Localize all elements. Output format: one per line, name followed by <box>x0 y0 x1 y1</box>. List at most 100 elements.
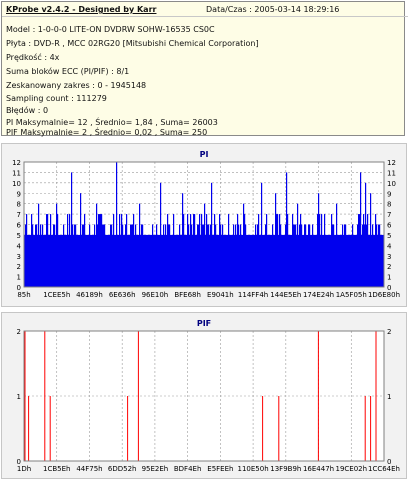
pi-bar <box>229 234 231 287</box>
pi-bar <box>303 234 305 287</box>
y-tick-label-left: 2 <box>17 328 21 336</box>
pi-bar <box>86 234 88 287</box>
pi-bar <box>308 224 310 287</box>
pi-bar <box>128 234 130 287</box>
pi-bar <box>67 214 69 287</box>
pi-bar <box>172 234 174 287</box>
pi-bar <box>50 214 52 287</box>
pi-bar <box>320 234 322 287</box>
pi-bar <box>369 234 371 287</box>
pi-bar <box>186 234 188 287</box>
pi-bar <box>132 224 134 287</box>
pi-bar <box>238 224 240 287</box>
pi-bar <box>212 234 214 287</box>
pi-bar <box>285 224 287 287</box>
y-tick-label-right: 11 <box>387 169 396 177</box>
pi-bar <box>24 234 26 287</box>
pi-bar <box>208 224 210 287</box>
info-speed: Prędkość : 4x <box>6 53 60 62</box>
y-tick-label-right: 5 <box>387 232 391 240</box>
pi-bar <box>58 234 60 287</box>
info-errors: Błędów : 0 <box>6 106 49 115</box>
pi-bar <box>247 234 249 287</box>
y-tick-label-right: 3 <box>387 253 391 261</box>
pi-bar <box>39 234 41 287</box>
pi-bar <box>331 214 333 287</box>
pi-bar <box>150 234 152 287</box>
pi-bar <box>66 234 68 287</box>
pi-bar <box>269 234 271 287</box>
pi-bar <box>97 224 99 287</box>
pi-bar <box>81 234 83 287</box>
pi-bar <box>268 234 270 287</box>
pi-bar <box>352 224 354 287</box>
pi-bar <box>84 214 86 287</box>
pi-bar <box>51 234 53 287</box>
pi-bar <box>138 234 140 287</box>
pi-bar <box>380 234 382 287</box>
pi-bar <box>280 224 282 287</box>
pi-bar <box>302 234 304 287</box>
x-tick-label: 13F9B9h <box>270 465 301 473</box>
pi-bar <box>232 234 234 287</box>
pi-bar <box>133 214 135 287</box>
pi-bar <box>181 234 183 287</box>
pi-bar <box>358 214 360 287</box>
pi-bar <box>127 234 129 287</box>
pi-bar <box>292 214 294 287</box>
pi-bar <box>290 234 292 287</box>
pi-bar <box>194 214 196 287</box>
pi-bar <box>364 224 366 287</box>
pi-bar <box>63 224 65 287</box>
pi-bar <box>174 234 176 287</box>
y-tick-label-right: 1 <box>387 274 391 282</box>
pi-bar <box>120 234 122 287</box>
pi-chart-panel: PI 0 0 1 1 2 2 3 3 4 4 5 5 6 6 7 7 8 8 9 9 10 10 11 11 12 12 85h 1CE… <box>1 143 407 307</box>
pi-bar <box>169 224 171 287</box>
info-pif-stats: PIF Maksymalnie= 2 , Średnio= 0,02 , Sum… <box>6 128 208 137</box>
pi-bar <box>122 224 124 287</box>
y-tick-label-left: 5 <box>17 232 21 240</box>
pi-bar <box>359 214 361 287</box>
pi-bar <box>98 214 100 287</box>
pi-bar <box>153 234 155 287</box>
pi-bar <box>306 234 308 287</box>
pi-bar <box>190 214 192 287</box>
pi-bar <box>139 203 141 287</box>
y-tick-label-left: 0 <box>17 458 21 466</box>
x-tick-label: 114FF4h <box>238 291 268 299</box>
pi-bar <box>71 172 73 287</box>
pi-bar <box>332 224 334 287</box>
pi-bar <box>296 234 298 287</box>
pi-bar <box>337 234 339 287</box>
pi-bar <box>301 224 303 287</box>
pi-bar <box>257 224 259 287</box>
pi-bar <box>340 234 342 287</box>
pi-bar <box>244 214 246 287</box>
pi-bar <box>328 234 330 287</box>
pi-bar <box>248 234 250 287</box>
pi-bar <box>207 224 209 287</box>
pi-bar <box>204 203 206 287</box>
pi-bar <box>283 234 285 287</box>
title-separator <box>2 16 408 17</box>
pi-bar <box>70 234 72 287</box>
pi-bar <box>126 214 128 287</box>
pi-bar <box>367 214 369 287</box>
pi-bar <box>114 234 116 287</box>
pi-bar <box>299 224 301 287</box>
pi-bar <box>265 224 267 287</box>
pi-bar <box>271 234 273 287</box>
pi-bar <box>336 203 338 287</box>
pi-bar <box>362 224 364 287</box>
pi-bar <box>199 214 201 287</box>
pi-bar <box>227 234 229 287</box>
pi-bar <box>196 234 198 287</box>
pi-bar <box>213 234 215 287</box>
pi-bar <box>274 234 276 287</box>
pi-bar <box>312 224 314 287</box>
pi-bar <box>375 214 377 287</box>
pi-bar <box>37 234 39 287</box>
pi-bar <box>65 234 67 287</box>
pi-bar <box>107 234 109 287</box>
